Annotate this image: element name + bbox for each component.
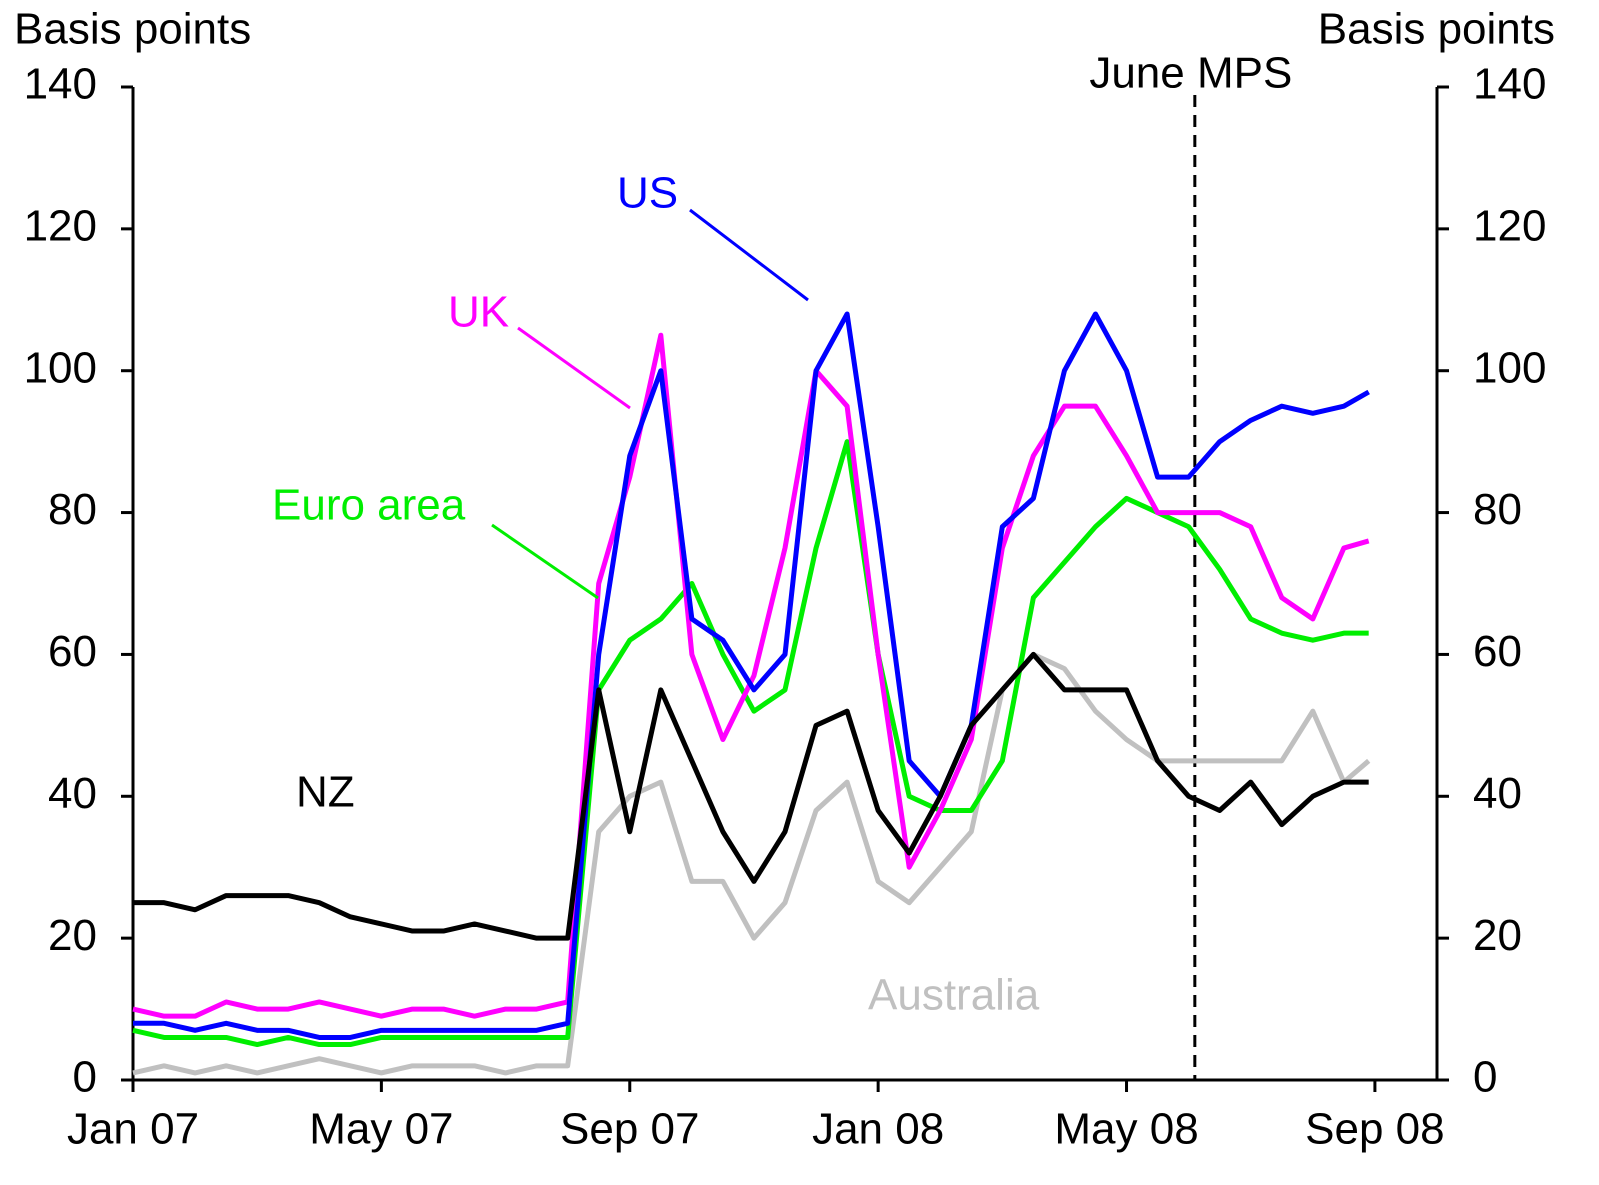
y2-axis-label: Basis points <box>1318 5 1555 54</box>
series-line <box>132 332 1370 1019</box>
x-tick-label: Jan 07 <box>67 1105 199 1154</box>
series-line <box>133 651 1369 941</box>
y-tick-label: 80 <box>48 485 97 534</box>
series-label: Euro area <box>272 481 466 530</box>
y2-tick-label: 0 <box>1473 1053 1497 1102</box>
y-axis-label: Basis points <box>14 5 251 54</box>
y-tick-label: 0 <box>73 1053 97 1102</box>
series-label: US <box>617 169 678 218</box>
y2-tick-label: 100 <box>1473 343 1546 392</box>
y-tick-label: 40 <box>48 769 97 818</box>
series-line <box>132 651 1371 1076</box>
series-label: UK <box>448 288 509 337</box>
y2-tick-label: 80 <box>1473 485 1522 534</box>
y2-tick-label: 140 <box>1473 60 1546 109</box>
y-tick-label: 20 <box>48 911 97 960</box>
x-tick-label: Jan 08 <box>812 1105 944 1154</box>
y2-tick-label: 60 <box>1473 627 1522 676</box>
leader-line <box>517 326 631 410</box>
y2-tick-label: 20 <box>1473 911 1522 960</box>
y2-tick-label: 40 <box>1473 769 1522 818</box>
event-label: June MPS <box>1089 49 1292 98</box>
x-tick-label: May 07 <box>309 1105 453 1154</box>
x-tick-label: May 08 <box>1054 1105 1198 1154</box>
series-label: Australia <box>868 971 1040 1020</box>
y2-tick-label: 120 <box>1473 201 1546 250</box>
series-label: NZ <box>296 768 355 817</box>
leader-line <box>491 523 599 600</box>
series-line <box>132 439 1369 1048</box>
y-tick-label: 100 <box>24 343 97 392</box>
x-tick-label: Sep 08 <box>1305 1105 1444 1154</box>
y-tick-label: 60 <box>48 627 97 676</box>
y-tick-label: 120 <box>24 201 97 250</box>
leader-line <box>689 208 809 302</box>
y-tick-label: 140 <box>24 60 97 109</box>
x-tick-label: Sep 07 <box>560 1105 699 1154</box>
series-line <box>133 311 1370 1040</box>
